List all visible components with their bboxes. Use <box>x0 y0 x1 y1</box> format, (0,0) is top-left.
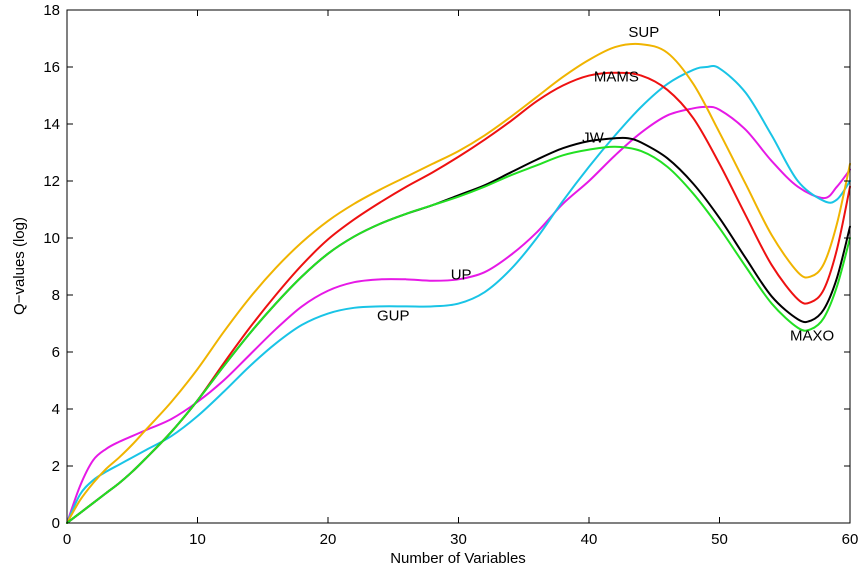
series-label-gup: GUP <box>377 308 410 325</box>
series-label-maxo: MAXO <box>790 328 834 345</box>
ticks-layer: 0 10 20 30 40 50 60 0 2 4 6 8 10 12 14 16 18 <box>43 2 858 548</box>
series-line-up <box>66 105 851 524</box>
series-label-mams: MAMS <box>594 68 639 85</box>
y-tick-label: 10 <box>43 230 60 247</box>
y-tick-label: 12 <box>43 173 60 190</box>
plot-area: 0 10 20 30 40 50 60 0 2 4 6 8 10 12 14 16 18 SUP MAMS JW UP… <box>43 2 858 548</box>
series-label-up: UP <box>451 266 472 283</box>
y-tick-label: 16 <box>43 59 60 76</box>
x-tick-label: 10 <box>189 531 206 548</box>
series-line-jw <box>66 136 851 524</box>
series-label-jw: JW <box>582 130 605 147</box>
x-tick-label: 30 <box>450 531 467 548</box>
series-line-mams <box>66 71 851 524</box>
y-tick-label: 4 <box>52 401 60 418</box>
series-layer <box>66 42 851 524</box>
series-line-maxo <box>66 145 851 524</box>
y-axis-label: Q−values (log) <box>11 217 28 315</box>
y-tick-label: 18 <box>43 2 60 19</box>
series-line-sup <box>66 42 851 524</box>
y-tick-label: 8 <box>52 287 60 304</box>
y-tick-label: 2 <box>52 458 60 475</box>
y-tick-label: 14 <box>43 116 60 133</box>
x-axis-label: Number of Variables <box>390 550 526 567</box>
y-tick-label: 6 <box>52 344 60 361</box>
x-tick-label: 50 <box>711 531 728 548</box>
series-line-gup <box>66 65 851 524</box>
x-tick-label: 0 <box>63 531 71 548</box>
x-tick-label: 20 <box>320 531 337 548</box>
x-tick-label: 60 <box>842 531 859 548</box>
series-label-sup: SUP <box>628 24 659 41</box>
annotation-layer: SUP MAMS JW UP GUP MAXO <box>377 24 834 345</box>
x-tick-label: 40 <box>581 531 598 548</box>
y-tick-label: 0 <box>52 515 60 532</box>
